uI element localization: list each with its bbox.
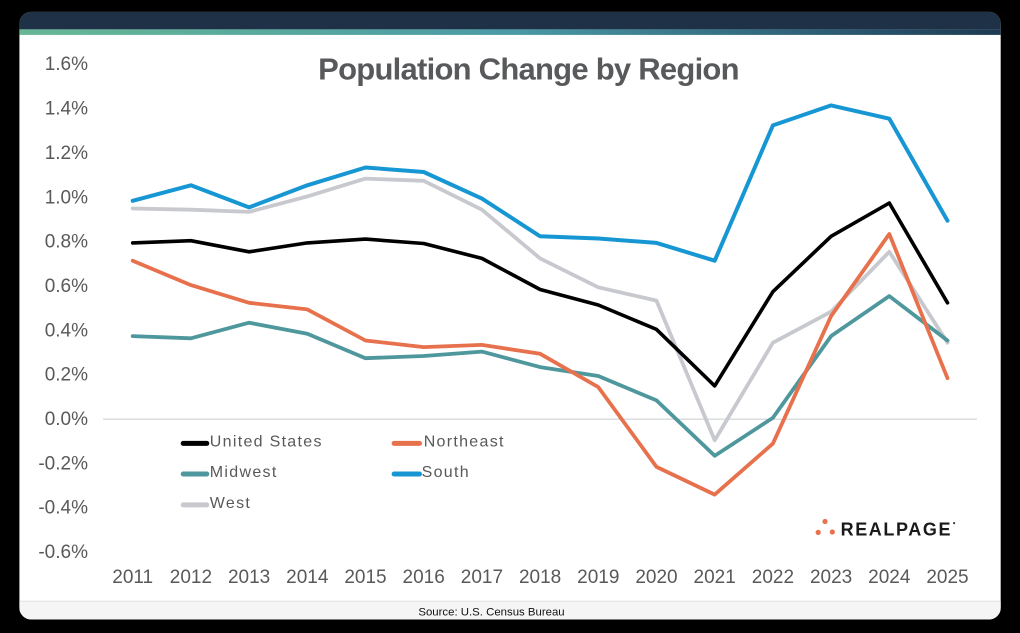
svg-text:1.0%: 1.0% <box>45 187 88 208</box>
svg-text:0.2%: 0.2% <box>45 365 88 386</box>
svg-text:0.8%: 0.8% <box>45 232 88 253</box>
svg-text:0.4%: 0.4% <box>45 320 88 341</box>
svg-text:2023: 2023 <box>810 567 852 588</box>
svg-text:2019: 2019 <box>577 567 619 588</box>
svg-text:2014: 2014 <box>286 567 329 588</box>
svg-text:2020: 2020 <box>635 567 677 588</box>
svg-text:-0.2%: -0.2% <box>38 453 88 474</box>
svg-text:2011: 2011 <box>112 567 153 588</box>
svg-text:2022: 2022 <box>752 567 794 588</box>
svg-text:United States: United States <box>210 433 323 450</box>
svg-text:2015: 2015 <box>344 567 386 588</box>
svg-text:Midwest: Midwest <box>210 464 278 481</box>
svg-text:0.6%: 0.6% <box>45 276 88 297</box>
svg-text:0.0%: 0.0% <box>45 409 88 430</box>
svg-text:REALPAGE: REALPAGE <box>841 520 952 540</box>
svg-text:2021: 2021 <box>694 567 736 588</box>
svg-text:Source: U.S. Census Bureau: Source: U.S. Census Bureau <box>418 607 564 619</box>
svg-text:-0.4%: -0.4% <box>38 498 88 519</box>
svg-text:Northeast: Northeast <box>424 433 505 450</box>
svg-text:South: South <box>422 464 470 481</box>
svg-text:2018: 2018 <box>519 567 561 588</box>
svg-text:2012: 2012 <box>170 567 212 588</box>
svg-text:2017: 2017 <box>461 567 503 588</box>
svg-text:-0.6%: -0.6% <box>38 542 88 563</box>
svg-text:2016: 2016 <box>403 567 445 588</box>
svg-text:2024: 2024 <box>868 567 911 588</box>
svg-text:1.6%: 1.6% <box>45 54 88 75</box>
svg-text:1.4%: 1.4% <box>45 99 88 120</box>
svg-text:2025: 2025 <box>926 567 968 588</box>
svg-text:Population Change by Region: Population Change by Region <box>318 52 739 87</box>
svg-text:West: West <box>210 495 251 512</box>
svg-text:2013: 2013 <box>228 567 270 588</box>
svg-text:1.2%: 1.2% <box>45 143 88 164</box>
